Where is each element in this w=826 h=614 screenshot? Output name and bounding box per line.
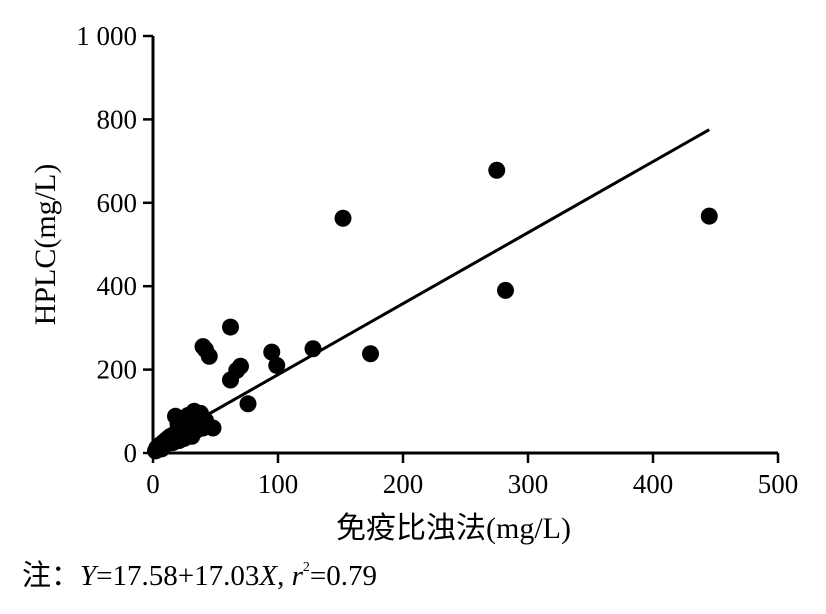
note-x-var: X — [259, 560, 278, 592]
chart-svg: 0 100 200 300 400 500 0 200 400 600 800 1 000 免疫比浊法(… — [29, 21, 799, 545]
note-prefix: 注： — [22, 560, 81, 592]
data-point — [185, 402, 203, 420]
x-axis-title: 免疫比浊法(mg/L) — [336, 512, 571, 545]
data-point — [232, 357, 249, 375]
y-tick-label: 400 — [97, 271, 138, 301]
y-tick-label: 1 000 — [76, 21, 137, 51]
data-point — [204, 419, 222, 437]
x-tick-label: 500 — [758, 469, 799, 499]
x-tick-label: 0 — [146, 469, 160, 499]
note-separator: , — [277, 560, 292, 592]
chart-note: 注：Y=17.58+17.03X, r2=0.79 — [22, 552, 377, 594]
data-point — [497, 281, 514, 299]
data-point — [268, 356, 286, 374]
data-point — [334, 209, 352, 227]
y-axis-title: HPLC(mg/L) — [29, 164, 62, 326]
y-tick-label: 800 — [97, 104, 138, 134]
data-point — [200, 347, 218, 365]
x-tick-label: 200 — [383, 469, 424, 499]
x-tick-label: 400 — [633, 469, 674, 499]
regression-line — [152, 128, 710, 447]
y-tick-label: 600 — [97, 188, 138, 218]
data-point — [488, 161, 506, 179]
data-point — [222, 318, 239, 336]
data-point — [362, 345, 379, 363]
data-point — [700, 207, 718, 225]
note-r-exponent: 2 — [302, 560, 310, 575]
data-point — [239, 395, 257, 413]
note-equation: =17.58+17.03 — [96, 560, 260, 592]
note-r-var: r — [291, 560, 303, 592]
y-tick-label: 0 — [124, 438, 138, 468]
note-r-value: =0.79 — [309, 560, 377, 592]
data-point — [263, 343, 281, 361]
x-tick-label: 300 — [508, 469, 549, 499]
x-tick-label: 100 — [258, 469, 299, 499]
scatter-chart: 0 100 200 300 400 500 0 200 400 600 800 1 000 免疫比浊法(… — [29, 21, 799, 545]
note-y-var: Y — [80, 560, 97, 592]
data-point — [163, 431, 181, 449]
data-point — [304, 340, 322, 358]
y-tick-label: 200 — [97, 355, 138, 385]
